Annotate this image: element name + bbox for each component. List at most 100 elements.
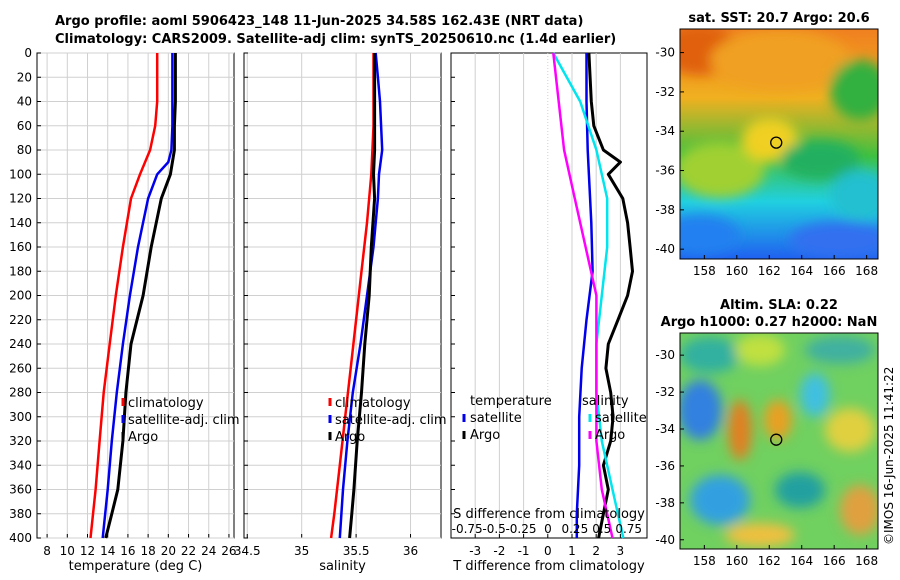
y-tick-label: 220 bbox=[9, 313, 32, 327]
map-y-tick-label: -34 bbox=[655, 422, 675, 436]
series-line-satellite-adj-clim bbox=[338, 52, 384, 539]
map-x-tick-label: 166 bbox=[823, 554, 846, 568]
y-tick-label: 20 bbox=[17, 70, 32, 84]
x-tick-label: -1 bbox=[518, 544, 530, 558]
x-tick-label: 0 bbox=[544, 544, 552, 558]
x-axis-label: temperature (deg C) bbox=[69, 559, 203, 574]
legend-label: climatology bbox=[128, 396, 204, 411]
map-frame bbox=[679, 28, 879, 260]
map-y-tick-label: -34 bbox=[655, 124, 675, 138]
x-tick-label: 10 bbox=[60, 544, 75, 558]
legend-title: temperature bbox=[470, 394, 552, 409]
map-y-tick-label: -38 bbox=[655, 496, 675, 510]
x-tick-label: 3 bbox=[617, 544, 625, 558]
map-title: Altim. SLA: 0.22 bbox=[720, 298, 838, 313]
map-subtitle: Argo h1000: 0.27 h2000: NaN bbox=[661, 315, 878, 330]
x-tick-label: -2 bbox=[493, 544, 505, 558]
argo-location-marker bbox=[770, 136, 783, 149]
y-tick-label: 140 bbox=[9, 216, 32, 230]
map-y-tick-label: -30 bbox=[655, 46, 675, 60]
x-tick-label: 34.5 bbox=[234, 544, 261, 558]
series-line-argo bbox=[104, 53, 177, 539]
top-x-tick-label: 0.5 bbox=[592, 522, 611, 536]
map-y-tick-label: -32 bbox=[655, 85, 675, 99]
top-x-tick-label: -0.75 bbox=[452, 522, 483, 536]
legend-label: Argo bbox=[595, 428, 625, 443]
x-tick-label: 1 bbox=[568, 544, 576, 558]
top-x-tick-label: -0.25 bbox=[505, 522, 536, 536]
legend-label: satellite bbox=[595, 411, 647, 426]
top-x-tick-label: 0.75 bbox=[615, 522, 642, 536]
map-y-tick-label: -36 bbox=[655, 459, 675, 473]
figure-title-line2: Climatology: CARS2009. Satellite-adj cli… bbox=[55, 32, 617, 47]
map-x-tick-label: 166 bbox=[823, 264, 846, 278]
legend-label: Argo bbox=[335, 430, 365, 445]
figure-title-line1: Argo profile: aoml 5906423_148 11-Jun-20… bbox=[55, 14, 584, 29]
map-x-tick-label: 160 bbox=[725, 264, 748, 278]
y-tick-label: 180 bbox=[9, 264, 32, 278]
series-line-salinity-argo bbox=[552, 52, 614, 539]
top-x-tick-label: -0.5 bbox=[482, 522, 505, 536]
x-tick-label: 2 bbox=[592, 544, 600, 558]
sst-map bbox=[680, 29, 878, 259]
legend-label: climatology bbox=[335, 396, 411, 411]
map-x-tick-label: 160 bbox=[725, 554, 748, 568]
map-y-tick-label: -32 bbox=[655, 385, 675, 399]
series-line-argo bbox=[348, 53, 377, 539]
x-tick-label: 24 bbox=[201, 544, 216, 558]
legend-label: Argo bbox=[128, 430, 158, 445]
series-line-salinity-satellite bbox=[552, 52, 625, 539]
y-tick-label: 340 bbox=[9, 458, 32, 472]
top-x-tick-label: 0 bbox=[544, 522, 552, 536]
map-y-tick-label: -40 bbox=[655, 242, 675, 256]
y-tick-label: 300 bbox=[9, 410, 32, 424]
y-tick-label: 360 bbox=[9, 483, 32, 497]
legend-label: satellite-adj. clim bbox=[335, 413, 447, 428]
x-tick-label: 35 bbox=[294, 544, 309, 558]
map-x-tick-label: 158 bbox=[693, 554, 716, 568]
x-tick-label: 36 bbox=[403, 544, 418, 558]
x-tick-label: 12 bbox=[80, 544, 95, 558]
panel-frame-2 bbox=[450, 52, 648, 539]
x-axis-label: T difference from climatology bbox=[452, 559, 645, 574]
map-x-tick-label: 164 bbox=[790, 554, 813, 568]
map-title: sat. SST: 20.7 Argo: 20.6 bbox=[688, 11, 869, 26]
y-tick-label: 400 bbox=[9, 531, 32, 545]
sla-map bbox=[680, 333, 878, 549]
x-axis-label: salinity bbox=[319, 559, 366, 574]
y-tick-label: 80 bbox=[17, 143, 32, 157]
y-tick-label: 120 bbox=[9, 192, 32, 206]
x-tick-label: 26 bbox=[221, 544, 236, 558]
y-tick-label: 200 bbox=[9, 289, 32, 303]
y-tick-label: 60 bbox=[17, 119, 32, 133]
y-tick-label: 280 bbox=[9, 386, 32, 400]
y-tick-label: 40 bbox=[17, 95, 32, 109]
legend-label: satellite-adj. clim bbox=[128, 413, 240, 428]
x-tick-label: 35.5 bbox=[343, 544, 370, 558]
argo-location-marker bbox=[770, 433, 783, 446]
map-x-tick-label: 162 bbox=[758, 264, 781, 278]
series-line-satellite bbox=[575, 53, 594, 538]
y-tick-label: 260 bbox=[9, 361, 32, 375]
map-y-tick-label: -36 bbox=[655, 164, 675, 178]
series-line-satellite-adj-clim bbox=[101, 53, 174, 539]
top-x-tick-label: 0.25 bbox=[561, 522, 588, 536]
x-tick-label: 16 bbox=[120, 544, 135, 558]
legend-label: Argo bbox=[470, 428, 500, 443]
x-tick-label: 20 bbox=[161, 544, 176, 558]
y-tick-label: 240 bbox=[9, 337, 32, 351]
top-x-axis-label: S difference from climatology bbox=[453, 507, 645, 522]
series-line-argo bbox=[587, 52, 634, 539]
series-line-climatology bbox=[89, 53, 159, 539]
map-frame bbox=[679, 332, 879, 550]
legend-title: salinity bbox=[582, 394, 629, 409]
map-x-tick-label: 162 bbox=[758, 554, 781, 568]
map-y-tick-label: -38 bbox=[655, 203, 675, 217]
map-y-tick-label: -30 bbox=[655, 348, 675, 362]
map-x-tick-label: 168 bbox=[855, 554, 878, 568]
map-y-tick-label: -40 bbox=[655, 533, 675, 547]
x-tick-label: 22 bbox=[181, 544, 196, 558]
x-tick-label: -3 bbox=[469, 544, 481, 558]
x-tick-label: 14 bbox=[100, 544, 115, 558]
y-tick-label: 160 bbox=[9, 240, 32, 254]
